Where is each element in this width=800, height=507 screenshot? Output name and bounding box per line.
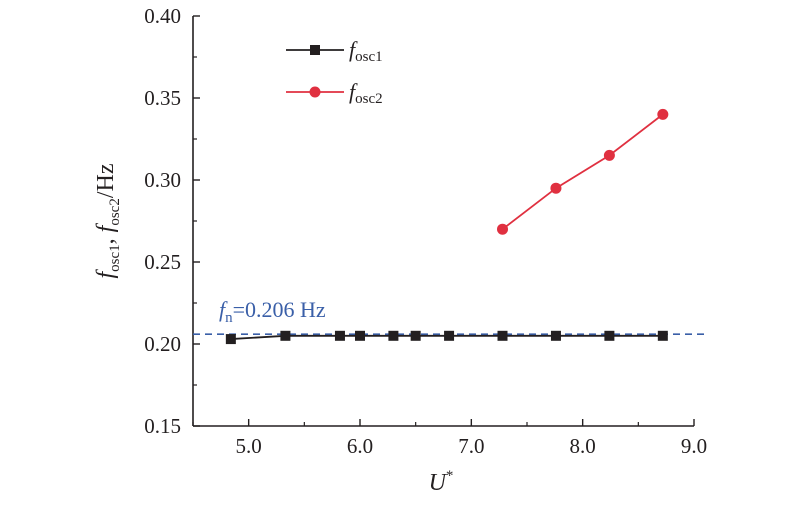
y-axis-title-part: f — [93, 269, 119, 279]
legend-marker-osc2 — [309, 86, 321, 98]
y-tick-label: 0.30 — [144, 168, 181, 192]
x-tick-label: 5.0 — [236, 434, 262, 458]
data-point-osc1 — [355, 330, 365, 341]
y-tick-label: 0.35 — [144, 86, 181, 110]
data-point-osc2 — [603, 149, 615, 161]
data-point-osc1 — [388, 330, 399, 341]
x-tick-label: 7.0 — [458, 434, 484, 458]
y-axis-title: fosc1, fosc2/Hz — [93, 164, 123, 279]
x-tick-label: 9.0 — [681, 434, 707, 458]
y-tick-label: 0.40 — [144, 4, 181, 28]
data-point-osc1 — [280, 330, 291, 341]
y-axis-title-part: f — [93, 222, 119, 232]
y-axis-title-part: osc2 — [107, 198, 123, 226]
x-axis-title: U* — [429, 468, 454, 496]
y-axis-title-part: osc1 — [107, 244, 123, 272]
legend-marker-osc1 — [310, 45, 320, 55]
y-tick-label: 0.15 — [144, 414, 181, 438]
data-point-osc1 — [497, 330, 508, 341]
x-axis-title-sup: * — [446, 468, 454, 484]
data-point-osc2 — [657, 108, 669, 120]
series-line-osc2 — [501, 113, 664, 230]
y-tick-label: 0.20 — [144, 332, 181, 356]
data-point-osc2 — [550, 182, 562, 194]
x-tick-label: 6.0 — [347, 434, 373, 458]
y-axis-title-part: /Hz — [93, 164, 119, 199]
x-axis-title-main: U — [429, 470, 448, 496]
legend-label-osc1: fosc1 — [349, 37, 383, 65]
legend-label-sub: osc1 — [355, 49, 383, 65]
x-tick-label: 8.0 — [570, 434, 596, 458]
legend-label-main: f — [349, 79, 358, 104]
reference-line-label: fn=0.206 Hz — [219, 297, 326, 326]
legend-label-osc2: fosc2 — [349, 79, 383, 107]
data-point-osc1 — [410, 330, 421, 341]
data-point-osc1 — [550, 330, 561, 341]
y-tick-label: 0.25 — [144, 250, 181, 274]
data-point-osc1 — [657, 330, 668, 341]
data-point-osc1 — [225, 334, 236, 345]
data-point-osc2 — [497, 223, 509, 235]
legend-label-main: f — [349, 37, 358, 62]
data-point-osc1 — [334, 330, 345, 341]
data-point-osc1 — [604, 330, 615, 341]
legend-label-sub: osc2 — [355, 91, 383, 107]
reference-label-value: =0.206 Hz — [233, 297, 326, 322]
y-axis-title-part: , — [93, 232, 119, 244]
data-point-osc1 — [444, 330, 455, 341]
reference-label-main: f — [219, 297, 228, 322]
reference-label-sub: n — [225, 310, 233, 326]
